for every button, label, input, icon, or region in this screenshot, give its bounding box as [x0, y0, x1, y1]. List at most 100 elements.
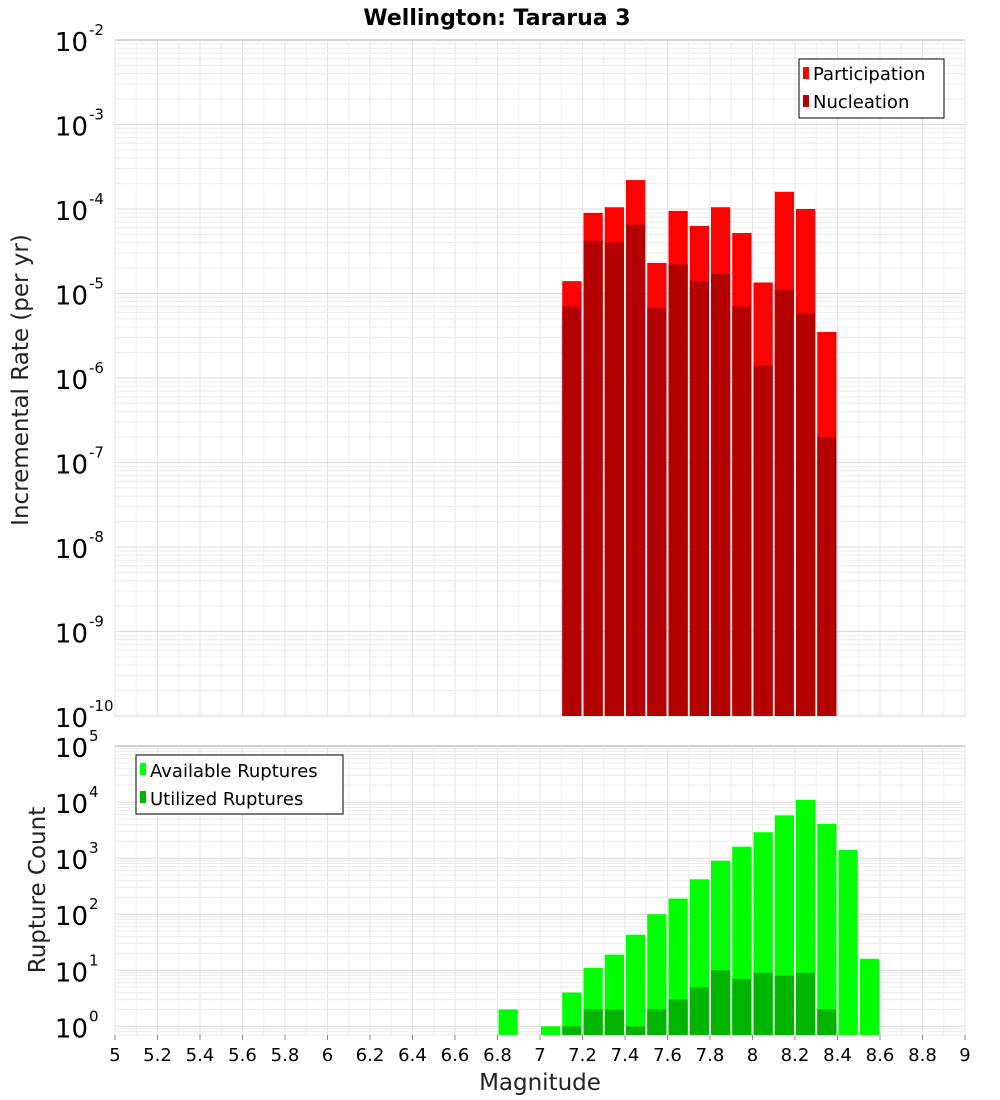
bar-utilized-ruptures — [583, 1009, 603, 1035]
rate-y-tick-label: 10 — [55, 282, 88, 312]
rate-y-tick-label: 10 — [55, 620, 88, 650]
x-tick-label: 7.6 — [653, 1045, 682, 1066]
x-tick-label: 9 — [959, 1045, 970, 1066]
count-plot-legend: Available Ruptures Utilized Ruptures — [135, 754, 344, 815]
bar-utilized-ruptures — [711, 970, 731, 1035]
chart-title: Wellington: Tararua 3 — [363, 6, 630, 31]
bar-utilized-ruptures — [668, 999, 688, 1035]
count-y-tick-exponent: 2 — [89, 895, 99, 913]
x-tick-label: 7.2 — [568, 1045, 597, 1066]
bar-utilized-ruptures — [562, 1026, 582, 1035]
rate-plot-y-label: Incremental Rate (per yr) — [8, 234, 34, 526]
count-plot-y-label: Rupture Count — [25, 807, 51, 973]
bar-nucleation — [753, 365, 773, 716]
bar-available-ruptures — [817, 823, 837, 1035]
count-plot-grid — [114, 746, 966, 1036]
rate-y-tick-label: 10 — [55, 366, 88, 396]
count-y-tick-exponent: 3 — [89, 839, 99, 857]
x-tick-label: 6.6 — [441, 1045, 470, 1066]
bar-utilized-ruptures — [796, 972, 816, 1035]
rate-y-tick-exponent: -5 — [89, 275, 104, 293]
rate-y-tick-exponent: -3 — [89, 106, 104, 124]
bar-utilized-ruptures — [647, 1009, 667, 1035]
rate-legend-box — [798, 58, 945, 119]
bar-nucleation — [796, 313, 816, 716]
rate-y-tick-exponent: -10 — [89, 697, 114, 715]
x-tick-label: 8 — [747, 1045, 758, 1066]
legend-swatch-nucleation — [803, 95, 809, 107]
bar-nucleation — [583, 240, 603, 716]
rate-y-tick-label: 10 — [55, 451, 88, 481]
count-y-tick-exponent: 4 — [89, 783, 99, 801]
rate-plot-legend: Participation Nucleation — [798, 58, 945, 119]
bar-utilized-ruptures — [774, 975, 794, 1035]
x-tick-label: 8.8 — [908, 1045, 937, 1066]
count-y-tick-exponent: 5 — [89, 727, 99, 745]
bar-available-ruptures — [498, 1009, 518, 1035]
x-tick-label: 8.2 — [781, 1045, 810, 1066]
x-tick-label: 7.4 — [611, 1045, 640, 1066]
x-tick-label: 7.8 — [696, 1045, 725, 1066]
x-tick-label: 5.4 — [186, 1045, 215, 1066]
rate-y-tick-exponent: -6 — [89, 359, 104, 377]
rate-plot-grid — [114, 40, 966, 717]
legend-swatch-utilized — [140, 791, 146, 803]
legend-swatch-participation — [803, 67, 809, 79]
bar-utilized-ruptures — [604, 1009, 624, 1035]
bar-available-ruptures — [647, 914, 667, 1035]
bar-available-ruptures — [838, 849, 858, 1035]
rate-y-tick-label: 10 — [55, 535, 88, 565]
count-plot-x-ticks: 5 5.2 5.4 5.6 5.8 6 6.2 6.4 6.6 6.8 7 7.2 7.4 7.6 7.8 8… — [109, 1035, 971, 1066]
bar-nucleation — [647, 307, 667, 716]
legend-label-utilized: Utilized Ruptures — [150, 789, 303, 810]
bar-utilized-ruptures — [753, 972, 773, 1035]
x-tick-label: 5.2 — [143, 1045, 172, 1066]
count-y-tick-label: 10 — [55, 958, 88, 988]
x-tick-label: 6.2 — [356, 1045, 385, 1066]
count-y-tick-exponent: 0 — [89, 1007, 99, 1025]
rate-y-tick-exponent: -7 — [89, 444, 104, 462]
rate-y-tick-exponent: -2 — [89, 21, 104, 39]
rate-y-tick-label: 10 — [55, 28, 88, 58]
x-axis-label: Magnitude — [479, 1070, 601, 1096]
count-y-tick-label: 10 — [55, 734, 88, 764]
bar-utilized-ruptures — [732, 978, 752, 1035]
legend-swatch-available — [140, 763, 146, 775]
bar-available-ruptures — [626, 934, 646, 1035]
x-tick-label: 5.8 — [271, 1045, 300, 1066]
rate-y-tick-label: 10 — [55, 113, 88, 143]
rate-plot-bars — [562, 180, 837, 717]
x-tick-label: 8.6 — [866, 1045, 895, 1066]
legend-label-nucleation: Nucleation — [813, 92, 909, 113]
x-tick-label: 6.4 — [398, 1045, 427, 1066]
bar-nucleation — [732, 306, 752, 716]
bar-nucleation — [604, 242, 624, 717]
x-tick-label: 7 — [534, 1045, 545, 1066]
x-tick-label: 5 — [109, 1045, 120, 1066]
legend-label-participation: Participation — [813, 64, 925, 85]
rate-y-tick-exponent: -9 — [89, 613, 104, 631]
bar-nucleation — [711, 274, 731, 716]
legend-label-available: Available Ruptures — [150, 761, 318, 782]
count-y-tick-exponent: 1 — [89, 951, 99, 969]
rate-y-tick-label: 10 — [55, 704, 88, 734]
count-y-tick-label: 10 — [55, 902, 88, 932]
bar-nucleation — [689, 281, 709, 716]
rate-y-tick-exponent: -4 — [89, 190, 104, 208]
count-y-tick-label: 10 — [55, 790, 88, 820]
bar-nucleation — [817, 437, 837, 716]
bar-available-ruptures — [541, 1026, 561, 1035]
count-legend-box — [135, 754, 344, 815]
bar-utilized-ruptures — [689, 987, 709, 1035]
bar-nucleation — [774, 290, 794, 716]
bar-nucleation — [626, 224, 646, 716]
bar-nucleation — [668, 264, 688, 716]
x-tick-label: 6.8 — [483, 1045, 512, 1066]
x-tick-label: 6 — [322, 1045, 333, 1066]
bar-available-ruptures — [859, 958, 879, 1035]
bar-available-ruptures — [562, 992, 582, 1035]
